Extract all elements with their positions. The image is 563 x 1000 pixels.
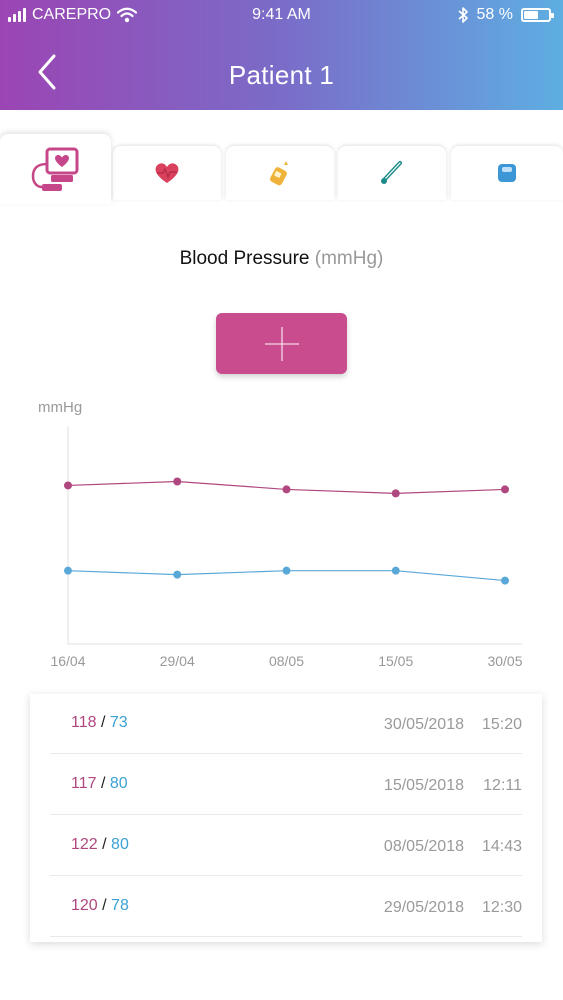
blood-pressure-monitor-icon <box>31 147 78 191</box>
readings-list: 118 / 73 30/05/2018 15:20 117 / 80 15/05/201… <box>30 694 542 942</box>
status-time: 9:41 AM <box>252 6 311 23</box>
chart-y-label: mmHg <box>38 399 82 416</box>
chart-point <box>173 477 182 486</box>
chart-point <box>64 481 72 490</box>
chevron-left-icon <box>38 54 56 90</box>
measurement-tabs <box>0 134 563 204</box>
plus-icon <box>264 326 299 361</box>
tab-temperature[interactable] <box>338 146 446 200</box>
value-separator: / <box>97 897 112 914</box>
reading-row[interactable]: 117 / 80 15/05/2018 12:11 <box>50 755 522 815</box>
bluetooth-icon <box>458 7 468 23</box>
chart-x-tick-label: 15/05 <box>378 653 413 669</box>
reading-date: 30/05/2018 <box>383 716 464 733</box>
reading-values: 117 / 80 <box>71 775 128 793</box>
reading-values: 122 / 80 <box>71 836 129 854</box>
chart-point <box>501 576 509 585</box>
heart-rate-icon <box>155 163 179 183</box>
reading-row[interactable]: 118 / 73 30/05/2018 15:20 <box>50 694 522 754</box>
reading-time: 14:43 <box>481 838 522 855</box>
back-button[interactable] <box>34 52 64 92</box>
weight-scale-icon <box>498 164 516 182</box>
tab-blood-pressure[interactable] <box>0 134 111 204</box>
status-left: CAREPRO <box>8 6 138 24</box>
diastolic-value: 80 <box>109 775 128 792</box>
chart-point <box>64 566 72 575</box>
value-separator: / <box>97 836 112 853</box>
value-separator: / <box>96 714 110 731</box>
chart-point <box>501 485 509 494</box>
status-right: 58 % <box>457 6 554 24</box>
tab-heart-rate[interactable] <box>113 146 221 200</box>
status-bar: CAREPRO 9:41 AM 58 % <box>0 0 563 32</box>
signal-icon <box>8 8 26 22</box>
wifi-icon <box>117 7 138 23</box>
systolic-value: 120 <box>71 897 98 914</box>
battery-icon <box>521 8 554 22</box>
chart-x-tick-label: 08/05 <box>269 653 304 669</box>
value-separator: / <box>96 775 110 792</box>
reading-time: 15:20 <box>481 716 522 733</box>
chart-point <box>173 570 182 579</box>
reading-row[interactable]: 122 / 80 08/05/2018 14:43 <box>50 816 522 876</box>
chart-point <box>282 485 291 494</box>
carrier-name: CAREPRO <box>32 6 112 23</box>
section-title-text: Blood Pressure <box>179 248 310 269</box>
diastolic-value: 78 <box>111 897 129 914</box>
chart-point <box>391 489 400 498</box>
diastolic-value: 80 <box>111 836 129 853</box>
systolic-value: 117 <box>71 775 97 792</box>
systolic-value: 118 <box>71 714 97 731</box>
section-unit: (mmHg) <box>314 248 384 269</box>
reading-date: 08/05/2018 <box>383 838 464 855</box>
thermometer-icon <box>381 161 402 184</box>
reading-values: 120 / 78 <box>71 897 129 915</box>
reading-date: 29/05/2018 <box>383 899 464 916</box>
reading-time: 12:11 <box>483 777 522 794</box>
reading-time: 12:30 <box>481 899 522 916</box>
chart-x-tick-label: 30/05 <box>487 653 522 669</box>
app-header: CAREPRO 9:41 AM 58 % Patient 1 <box>0 0 563 110</box>
tab-glucose[interactable] <box>226 146 334 200</box>
reading-values: 118 / 73 <box>71 714 128 732</box>
chart-point <box>282 566 291 575</box>
diastolic-value: 73 <box>109 714 128 731</box>
reading-row[interactable]: 120 / 78 29/05/2018 12:30 <box>50 877 522 937</box>
reading-date: 15/05/2018 <box>383 777 464 794</box>
chart-point <box>391 566 400 575</box>
glucose-meter-icon <box>270 161 288 186</box>
chart-x-tick-label: 16/04 <box>50 653 85 669</box>
chart-x-tick-label: 29/04 <box>160 653 195 669</box>
page-title: Patient 1 <box>228 60 335 90</box>
tab-weight[interactable] <box>451 146 563 200</box>
blood-pressure-chart: mmHg 16/04 29/04 08/05 15/05 30/05 <box>38 399 523 669</box>
battery-percent: 58 % <box>476 6 513 23</box>
add-reading-button[interactable] <box>216 313 347 374</box>
section-title: Blood Pressure (mmHg) <box>0 248 563 270</box>
systolic-value: 122 <box>71 836 98 853</box>
